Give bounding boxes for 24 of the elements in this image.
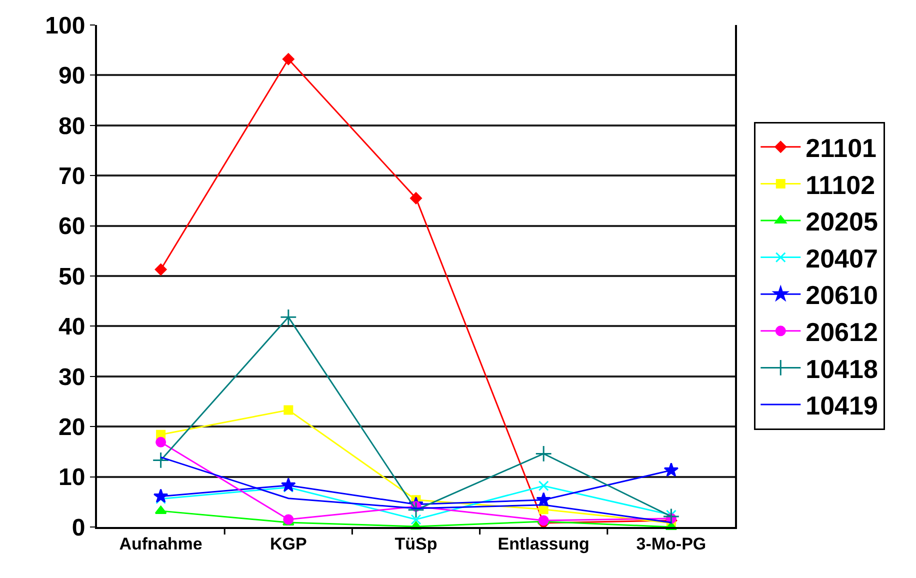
y-tick-label: 60 bbox=[58, 213, 86, 240]
x-tick-label: Aufnahme bbox=[119, 534, 202, 554]
y-tick-label: 80 bbox=[58, 112, 86, 140]
y-tick-label: 50 bbox=[58, 263, 86, 290]
legend-label: 10419 bbox=[806, 390, 878, 421]
legend-label: 20612 bbox=[806, 317, 878, 348]
y-tick-label: 10 bbox=[58, 464, 86, 492]
y-tick-label: 90 bbox=[58, 62, 86, 90]
x-tick-label: Entlassung bbox=[498, 534, 590, 554]
y-tick-label: 20 bbox=[58, 414, 86, 441]
y-tick-label: 70 bbox=[58, 163, 86, 190]
legend-label: 21101 bbox=[806, 133, 877, 164]
legend-label: 10418 bbox=[806, 354, 878, 384]
legend-label: 11102 bbox=[806, 170, 876, 200]
legend-label: 20205 bbox=[806, 206, 878, 237]
y-tick-label: 30 bbox=[58, 364, 86, 391]
y-tick-label: 100 bbox=[45, 12, 86, 40]
x-tick-label: KGP bbox=[270, 534, 307, 554]
legend-label: 20407 bbox=[806, 243, 878, 274]
y-tick-label: 40 bbox=[58, 314, 86, 341]
x-tick-label: TüSp bbox=[394, 534, 438, 554]
x-tick-label: 3-Mo-PG bbox=[636, 534, 706, 554]
legend-label: 20610 bbox=[806, 280, 878, 310]
y-tick-label: 0 bbox=[72, 514, 86, 542]
